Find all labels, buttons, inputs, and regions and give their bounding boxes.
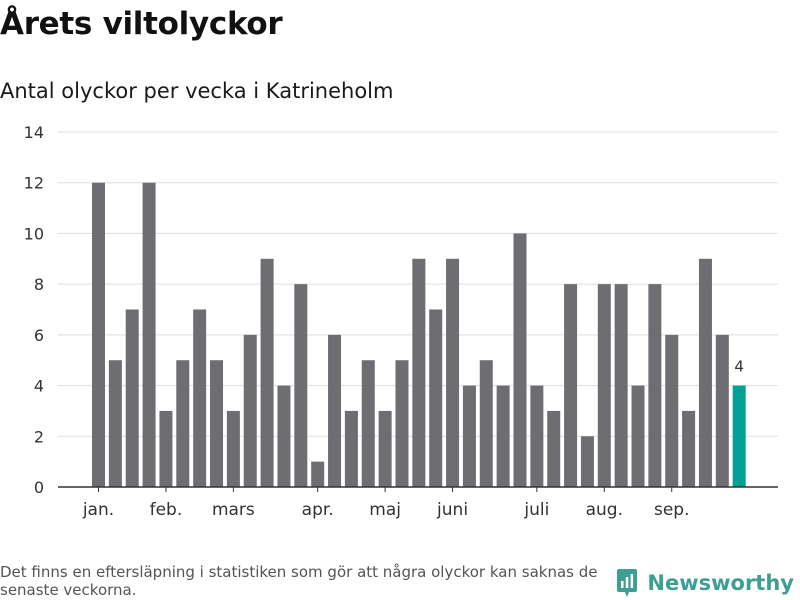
y-tick-label: 12 (24, 174, 44, 193)
bar (412, 258, 426, 487)
bar (243, 334, 257, 487)
bar (479, 360, 493, 487)
bar (311, 461, 325, 487)
bar (260, 258, 274, 487)
bar (462, 385, 476, 487)
bar (159, 410, 173, 487)
x-tick-label: juni (436, 500, 468, 520)
bar (142, 182, 156, 487)
bar (682, 410, 696, 487)
bar (631, 385, 645, 487)
x-tick-label: apr. (302, 500, 334, 520)
bar (614, 284, 628, 487)
x-tick-label: maj (369, 500, 401, 520)
bar (92, 182, 105, 487)
bar (210, 360, 224, 487)
data-label: 4 (734, 358, 744, 376)
y-tick-label: 4 (34, 377, 44, 396)
y-tick-label: 8 (34, 275, 44, 294)
x-tick-label: sep. (654, 500, 690, 520)
bar (378, 410, 392, 487)
bar (698, 258, 712, 487)
y-tick-label: 6 (34, 326, 44, 345)
bar (361, 360, 375, 487)
bar (513, 233, 527, 487)
bar (429, 309, 443, 487)
bar (328, 334, 342, 487)
bar (277, 385, 291, 487)
bar (176, 360, 190, 487)
bar (597, 284, 611, 487)
bar (530, 385, 544, 487)
x-tick-label: juli (523, 500, 549, 520)
bar (226, 410, 240, 487)
brand[interactable]: Newsworthy (615, 568, 794, 598)
chart-subtitle: Antal olyckor per vecka i Katrineholm (0, 79, 394, 103)
bar (580, 436, 594, 487)
bar (294, 284, 308, 487)
brand-name: Newsworthy (647, 571, 794, 595)
bar (665, 334, 679, 487)
y-tick-label: 14 (24, 123, 44, 142)
bar (496, 385, 510, 487)
x-tick-label: feb. (150, 500, 183, 520)
chart-title: Årets viltolyckor (0, 6, 283, 42)
y-tick-label: 10 (24, 224, 44, 243)
bar (547, 410, 561, 487)
y-tick-label: 2 (34, 427, 44, 446)
y-tick-label: 0 (34, 478, 44, 497)
bar (648, 284, 662, 487)
footnote: Det finns en eftersläpning i statistiken… (0, 563, 598, 599)
bar (193, 309, 207, 487)
x-tick-label: aug. (586, 500, 623, 520)
x-tick-label: mars (212, 500, 255, 520)
bar (125, 309, 139, 487)
x-tick-label: jan. (82, 500, 114, 520)
bar (446, 258, 460, 487)
bar (108, 360, 122, 487)
bar (344, 410, 358, 487)
bar-chart: 0 2 4 6 8 10 12 14 4 jan. feb. mars apr. maj juni juli a… (24, 123, 778, 520)
bar (715, 334, 729, 487)
newsworthy-logo-icon (617, 569, 638, 597)
bar (564, 284, 578, 487)
highlight-bar (732, 385, 746, 487)
bar (395, 360, 409, 487)
